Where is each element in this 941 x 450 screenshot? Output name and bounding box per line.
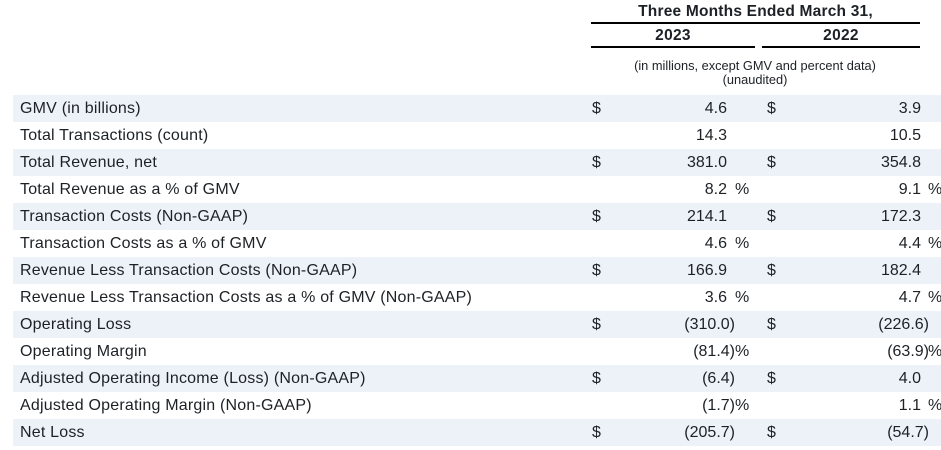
percent-sign-2022: % (928, 289, 941, 306)
row-label: Revenue Less Transaction Costs (Non-GAAP… (20, 262, 358, 279)
value-2023: 14.3 (695, 127, 727, 144)
dollar-sign-2022: $ (767, 154, 776, 171)
value-2023: 4.6 (704, 100, 727, 117)
value-2022: 1.1 (898, 397, 921, 414)
table-row: Total Revenue, net $ 381.0 $ 354.8 (0, 149, 941, 176)
row-label: Operating Margin (20, 343, 147, 360)
column-2023-underline (591, 46, 755, 48)
dollar-sign-2023: $ (592, 424, 601, 441)
dollar-sign-2023: $ (592, 100, 601, 117)
column-2022-underline (762, 46, 920, 48)
value-2022: 4.4 (898, 235, 921, 252)
dollar-sign-2022: $ (767, 316, 776, 333)
dollar-sign-2022: $ (767, 208, 776, 225)
table-row: Net Loss $ (205.7) $ (54.7) (0, 419, 941, 446)
value-2022: (226.6) (878, 316, 929, 333)
percent-sign-2023: % (735, 343, 750, 360)
percent-sign-2022: % (928, 181, 941, 198)
percent-sign-2022: % (928, 235, 941, 252)
dollar-sign-2022: $ (767, 370, 776, 387)
dollar-sign-2022: $ (767, 100, 776, 117)
value-2022: 4.7 (898, 289, 921, 306)
units-note: (in millions, except GMV and percent dat… (545, 59, 941, 86)
units-note-line1: (in millions, except GMV and percent dat… (634, 58, 876, 73)
percent-sign-2023: % (735, 289, 750, 306)
value-2023: (205.7) (684, 424, 735, 441)
value-2022: 10.5 (889, 127, 921, 144)
row-label: Transaction Costs as a % of GMV (20, 235, 267, 252)
value-2023: (6.4) (702, 370, 735, 387)
value-2023: 166.9 (686, 262, 727, 279)
column-header-2022: 2022 (823, 27, 859, 44)
value-2022: 4.0 (898, 370, 921, 387)
table-row: Total Transactions (count) 14.3 10.5 (0, 122, 941, 149)
row-label: Total Revenue as a % of GMV (20, 181, 240, 198)
row-label: Operating Loss (20, 316, 132, 333)
period-header-underline (591, 22, 920, 24)
value-2022: (63.9) (887, 343, 929, 360)
period-header: Three Months Ended March 31, (638, 3, 873, 20)
units-note-line2: (unaudited) (722, 71, 788, 87)
percent-sign-2023: % (735, 235, 750, 252)
percent-sign-2022: % (928, 343, 941, 360)
column-header-2023: 2023 (655, 27, 691, 44)
dollar-sign-2023: $ (592, 370, 601, 387)
value-2022: 354.8 (880, 154, 921, 171)
table-row: Revenue Less Transaction Costs (Non-GAAP… (0, 257, 941, 284)
row-label: GMV (in billions) (20, 100, 141, 117)
table-row: Operating Margin (81.4) % (63.9) % (0, 338, 941, 365)
table-row: Transaction Costs as a % of GMV 4.6 % 4.… (0, 230, 941, 257)
row-label: Adjusted Operating Income (Loss) (Non-GA… (20, 370, 366, 387)
percent-sign-2023: % (735, 397, 750, 414)
value-2023: 3.6 (704, 289, 727, 306)
dollar-sign-2023: $ (592, 316, 601, 333)
table-row: Adjusted Operating Income (Loss) (Non-GA… (0, 365, 941, 392)
value-2023: 4.6 (704, 235, 727, 252)
table-body: GMV (in billions) $ 4.6 $ 3.9 Total Tran… (0, 95, 941, 446)
value-2023: 214.1 (686, 208, 727, 225)
table-row: Adjusted Operating Margin (Non-GAAP) (1.… (0, 392, 941, 419)
dollar-sign-2023: $ (592, 154, 601, 171)
row-label: Adjusted Operating Margin (Non-GAAP) (20, 397, 312, 414)
value-2022: 3.9 (898, 100, 921, 117)
dollar-sign-2022: $ (767, 424, 776, 441)
row-label: Total Transactions (count) (20, 127, 209, 144)
value-2022: (54.7) (887, 424, 929, 441)
value-2023: (81.4) (693, 343, 735, 360)
dollar-sign-2023: $ (592, 262, 601, 279)
dollar-sign-2023: $ (592, 208, 601, 225)
table-row: Transaction Costs (Non-GAAP) $ 214.1 $ 1… (0, 203, 941, 230)
table-row: GMV (in billions) $ 4.6 $ 3.9 (0, 95, 941, 122)
percent-sign-2022: % (928, 397, 941, 414)
row-label: Transaction Costs (Non-GAAP) (20, 208, 249, 225)
value-2023: (1.7) (702, 397, 735, 414)
percent-sign-2023: % (735, 181, 750, 198)
table-row: Operating Loss $ (310.0) $ (226.6) (0, 311, 941, 338)
value-2022: 9.1 (898, 181, 921, 198)
value-2023: 381.0 (686, 154, 727, 171)
row-label: Net Loss (20, 424, 85, 441)
value-2023: (310.0) (684, 316, 735, 333)
value-2022: 172.3 (880, 208, 921, 225)
table-row: Revenue Less Transaction Costs as a % of… (0, 284, 941, 311)
dollar-sign-2022: $ (767, 262, 776, 279)
table-row: Total Revenue as a % of GMV 8.2 % 9.1 % (0, 176, 941, 203)
row-label: Total Revenue, net (20, 154, 158, 171)
value-2023: 8.2 (704, 181, 727, 198)
row-label: Revenue Less Transaction Costs as a % of… (20, 289, 473, 306)
value-2022: 182.4 (880, 262, 921, 279)
